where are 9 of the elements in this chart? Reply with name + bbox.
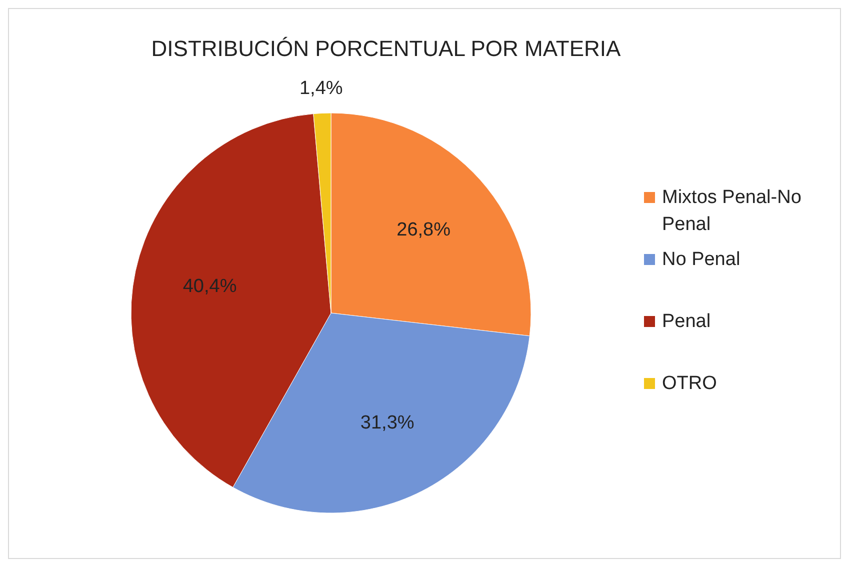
legend-label: OTRO xyxy=(662,373,717,394)
data-label: 40,4% xyxy=(182,276,237,297)
chart-title: DISTRIBUCIÓN PORCENTUAL POR MATERIA xyxy=(151,36,622,61)
legend-label: No Penal xyxy=(662,249,740,270)
data-label: 26,8% xyxy=(396,220,451,241)
legend-label: Mixtos Penal-No Penal xyxy=(662,187,802,236)
data-label: 1,4% xyxy=(299,78,343,100)
data-label: 31,3% xyxy=(360,412,414,434)
legend-label: Penal xyxy=(662,311,711,332)
